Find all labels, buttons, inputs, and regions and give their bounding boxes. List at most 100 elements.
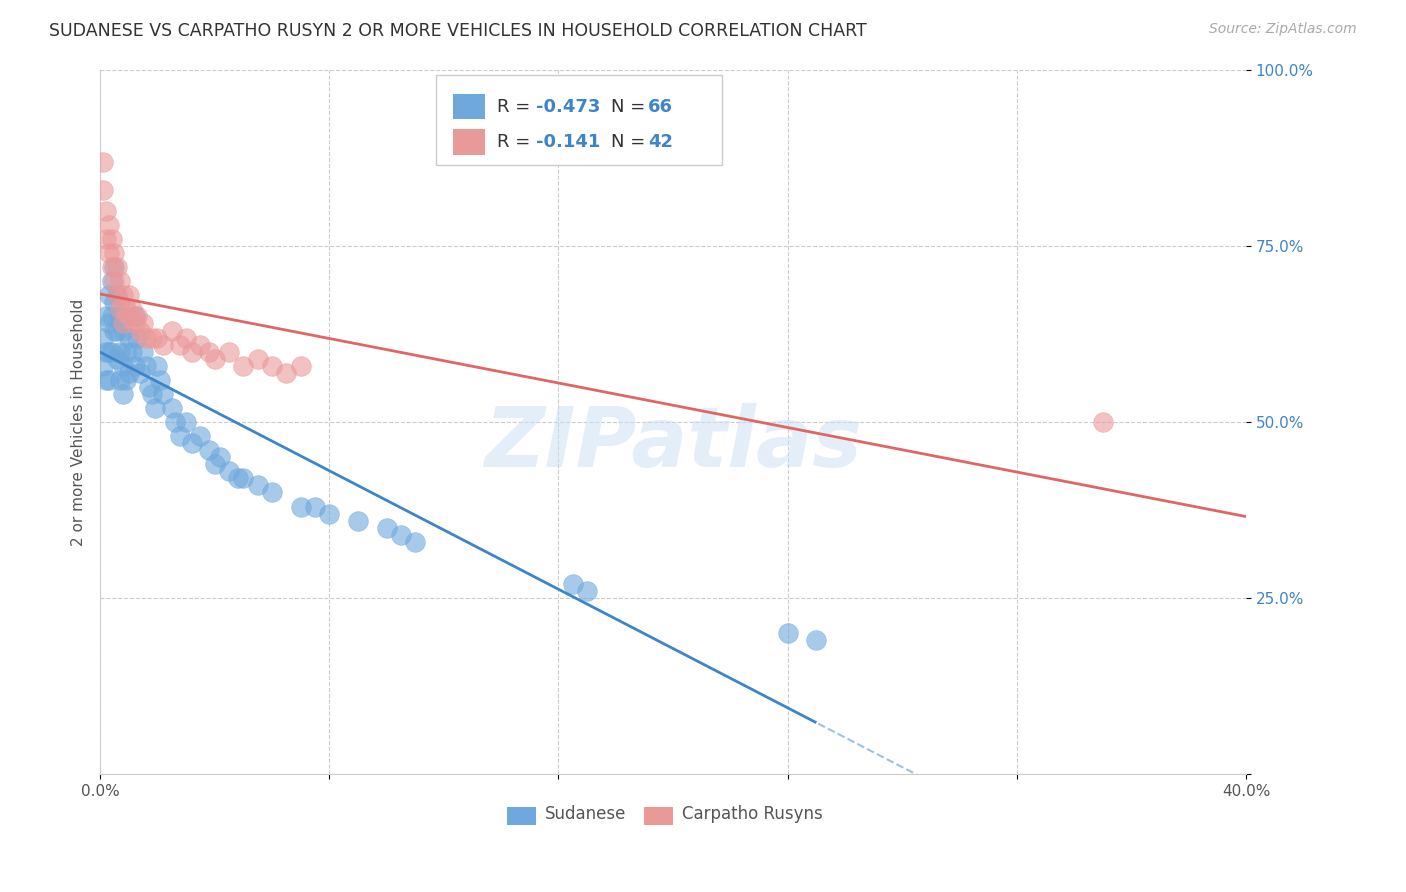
Y-axis label: 2 or more Vehicles in Household: 2 or more Vehicles in Household	[72, 299, 86, 546]
Point	[108, 302, 131, 317]
Text: SUDANESE VS CARPATHO RUSYN 2 OR MORE VEHICLES IN HOUSEHOLD CORRELATION CHART: SUDANESE VS CARPATHO RUSYN 2 OR MORE VEH…	[49, 22, 868, 40]
Point	[97, 218, 120, 232]
Text: 42: 42	[648, 133, 673, 151]
Text: Sudanese: Sudanese	[544, 805, 626, 823]
Point	[190, 429, 212, 443]
Point	[124, 359, 146, 373]
Point	[204, 351, 226, 366]
Point	[108, 310, 131, 324]
Point	[561, 577, 583, 591]
Point	[112, 387, 135, 401]
Point	[103, 274, 125, 288]
FancyBboxPatch shape	[453, 129, 485, 154]
Point	[1091, 415, 1114, 429]
Point	[218, 344, 240, 359]
Point	[232, 471, 254, 485]
Point	[375, 521, 398, 535]
Point	[118, 330, 141, 344]
Point	[100, 344, 122, 359]
Point	[115, 302, 138, 317]
Point	[118, 366, 141, 380]
Point	[91, 359, 114, 373]
Point	[105, 324, 128, 338]
FancyBboxPatch shape	[508, 807, 536, 825]
Point	[141, 330, 163, 344]
Point	[115, 373, 138, 387]
Point	[347, 514, 370, 528]
Point	[174, 330, 197, 344]
Point	[318, 507, 340, 521]
Point	[127, 310, 149, 324]
Point	[124, 310, 146, 324]
Point	[260, 485, 283, 500]
Point	[105, 288, 128, 302]
Point	[100, 260, 122, 275]
Point	[138, 380, 160, 394]
Point	[304, 500, 326, 514]
Point	[163, 415, 186, 429]
Point	[97, 246, 120, 260]
Point	[91, 183, 114, 197]
Point	[146, 330, 169, 344]
Text: 66: 66	[648, 97, 673, 116]
Point	[94, 203, 117, 218]
Point	[112, 288, 135, 302]
Point	[160, 401, 183, 415]
Point	[180, 344, 202, 359]
Point	[105, 288, 128, 302]
Point	[105, 260, 128, 275]
Point	[105, 351, 128, 366]
Point	[776, 626, 799, 640]
Point	[190, 337, 212, 351]
Point	[146, 359, 169, 373]
Point	[143, 401, 166, 415]
Point	[129, 324, 152, 338]
Point	[121, 302, 143, 317]
Point	[97, 288, 120, 302]
Point	[135, 330, 157, 344]
Point	[246, 478, 269, 492]
Point	[389, 527, 412, 541]
Point	[94, 344, 117, 359]
Point	[198, 443, 221, 458]
Text: -0.473: -0.473	[536, 97, 600, 116]
Point	[108, 274, 131, 288]
Point	[576, 584, 599, 599]
Point	[806, 633, 828, 648]
Point	[103, 260, 125, 275]
Point	[103, 324, 125, 338]
Point	[124, 317, 146, 331]
Point	[100, 232, 122, 246]
Text: R =: R =	[496, 97, 536, 116]
Point	[121, 344, 143, 359]
Text: Carpatho Rusyns: Carpatho Rusyns	[682, 805, 823, 823]
Point	[112, 324, 135, 338]
Point	[127, 330, 149, 344]
Point	[132, 344, 155, 359]
Point	[103, 295, 125, 310]
Point	[100, 274, 122, 288]
FancyBboxPatch shape	[453, 94, 485, 120]
Point	[260, 359, 283, 373]
Point	[174, 415, 197, 429]
Point	[152, 387, 174, 401]
Point	[152, 337, 174, 351]
Point	[276, 366, 298, 380]
Point	[129, 366, 152, 380]
Point	[169, 337, 191, 351]
Point	[94, 373, 117, 387]
Point	[232, 359, 254, 373]
Point	[290, 500, 312, 514]
Point	[218, 464, 240, 478]
Point	[97, 317, 120, 331]
FancyBboxPatch shape	[436, 75, 723, 165]
Point	[94, 232, 117, 246]
Point	[115, 344, 138, 359]
Point	[103, 246, 125, 260]
Text: R =: R =	[496, 133, 536, 151]
Point	[112, 317, 135, 331]
Point	[94, 310, 117, 324]
Point	[149, 373, 172, 387]
Point	[108, 344, 131, 359]
Point	[97, 344, 120, 359]
